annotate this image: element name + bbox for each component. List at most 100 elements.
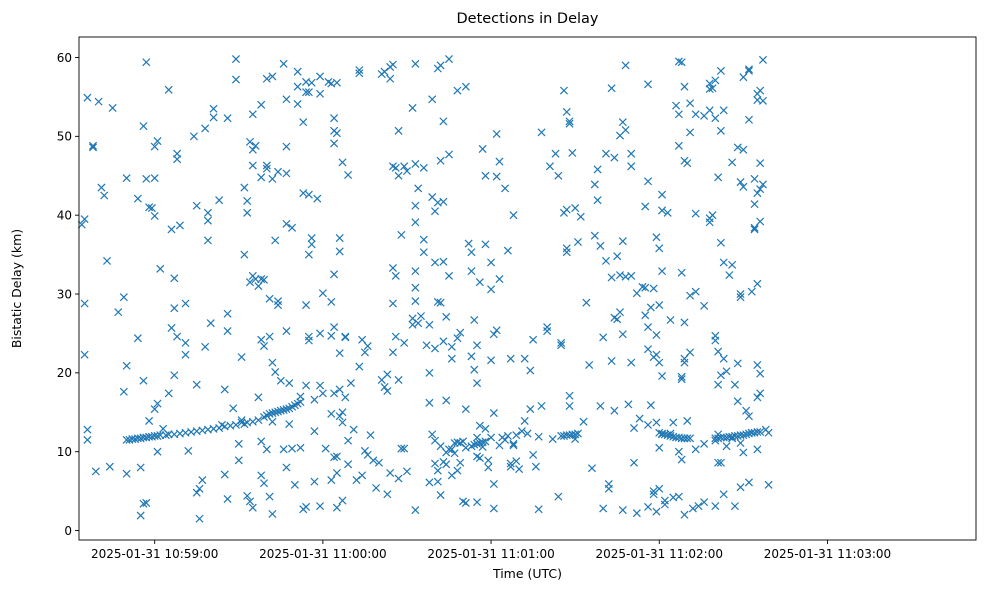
- data-point: [358, 471, 367, 480]
- data-point: [756, 185, 765, 194]
- data-point: [711, 502, 720, 511]
- data-point: [316, 89, 325, 98]
- data-point: [383, 370, 392, 379]
- data-point: [526, 405, 535, 414]
- data-point: [487, 433, 496, 442]
- data-point: [349, 425, 358, 434]
- data-point: [302, 88, 311, 97]
- data-point: [170, 371, 179, 380]
- data-point: [666, 316, 675, 325]
- data-point: [341, 393, 350, 402]
- data-point: [523, 429, 532, 438]
- data-point: [652, 507, 661, 516]
- data-point: [388, 299, 397, 308]
- data-point: [142, 174, 151, 183]
- data-point: [686, 434, 695, 443]
- data-point: [444, 271, 454, 280]
- data-point: [282, 219, 291, 228]
- data-point: [716, 458, 725, 467]
- data-point: [430, 207, 440, 216]
- data-point: [229, 404, 238, 413]
- data-point: [515, 465, 524, 474]
- data-point: [700, 498, 709, 507]
- data-point: [568, 148, 577, 157]
- data-point: [201, 124, 210, 133]
- data-point: [372, 483, 381, 492]
- data-point: [756, 369, 765, 378]
- data-point: [145, 416, 154, 425]
- data-point: [733, 143, 742, 152]
- data-point: [716, 66, 725, 75]
- data-point: [170, 274, 179, 283]
- data-point: [173, 149, 182, 158]
- data-point: [705, 79, 714, 88]
- data-point: [282, 142, 291, 151]
- data-point: [243, 208, 252, 217]
- data-point: [231, 420, 240, 429]
- data-point: [122, 174, 131, 183]
- data-point: [268, 72, 277, 81]
- data-point: [739, 182, 748, 191]
- data-point: [711, 114, 720, 123]
- data-point: [293, 67, 302, 76]
- data-point: [646, 303, 655, 312]
- data-point: [599, 504, 608, 513]
- data-point: [487, 356, 496, 365]
- data-point: [237, 416, 246, 425]
- y-tick-label: 10: [57, 445, 72, 459]
- data-point: [573, 429, 582, 438]
- data-point: [100, 191, 109, 200]
- data-point: [658, 371, 667, 381]
- data-point: [596, 401, 605, 410]
- data-point: [341, 332, 350, 341]
- data-point: [543, 323, 552, 332]
- data-point: [503, 246, 512, 255]
- data-point: [282, 327, 291, 336]
- data-point: [327, 409, 336, 418]
- data-point: [475, 278, 484, 287]
- data-point: [414, 319, 423, 328]
- data-point: [122, 361, 131, 370]
- data-point: [537, 128, 546, 137]
- data-point: [203, 208, 212, 217]
- data-point: [416, 312, 426, 321]
- data-point: [649, 284, 658, 293]
- data-point: [744, 478, 753, 487]
- data-point: [206, 319, 215, 328]
- data-point: [91, 467, 100, 476]
- data-point: [394, 171, 403, 180]
- data-point: [442, 460, 451, 469]
- data-point: [632, 509, 641, 518]
- data-point: [419, 235, 428, 244]
- data-point: [467, 352, 476, 361]
- data-point: [655, 443, 664, 452]
- data-point: [543, 327, 552, 336]
- data-point: [489, 409, 498, 418]
- data-point: [330, 323, 339, 332]
- data-point: [271, 236, 280, 245]
- data-point: [722, 367, 731, 376]
- data-point: [248, 503, 257, 512]
- data-point: [153, 137, 162, 146]
- data-point: [719, 354, 728, 363]
- data-point: [621, 126, 630, 135]
- data-point: [601, 149, 611, 158]
- data-point: [223, 114, 232, 123]
- data-point: [677, 268, 686, 277]
- data-point: [744, 66, 753, 75]
- data-point: [565, 391, 574, 400]
- data-point: [167, 225, 176, 234]
- data-point: [330, 114, 339, 123]
- data-point: [80, 350, 89, 359]
- data-point: [248, 110, 257, 119]
- data-point: [428, 95, 437, 104]
- data-point: [374, 458, 383, 467]
- data-point: [262, 74, 271, 83]
- data-point: [366, 431, 375, 440]
- x-tick-label: 2025-01-31 11:00:00: [259, 547, 386, 561]
- data-point: [428, 430, 437, 439]
- data-point: [489, 479, 498, 489]
- data-point: [464, 239, 473, 248]
- data-point: [694, 502, 703, 511]
- data-point: [478, 438, 487, 447]
